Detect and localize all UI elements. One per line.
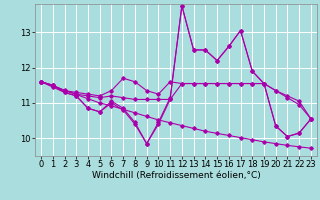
X-axis label: Windchill (Refroidissement éolien,°C): Windchill (Refroidissement éolien,°C) <box>92 171 260 180</box>
